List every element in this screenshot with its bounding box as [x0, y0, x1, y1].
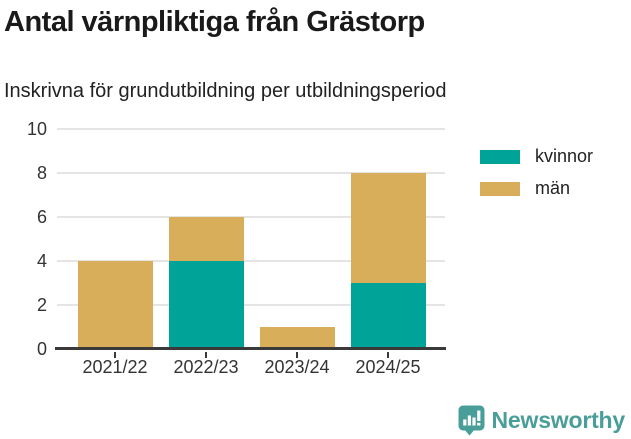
legend-swatch-man [480, 181, 520, 196]
x-axis-line [55, 347, 446, 350]
bar-segment-kvinnor-2022/23 [168, 261, 244, 349]
y-tick-label: 6 [36, 207, 47, 227]
x-tick-label: 2023/24 [264, 357, 330, 377]
newsworthy-brand-text: Newsworthy [491, 407, 626, 433]
bar-segment-män-2021/22 [77, 261, 153, 349]
gridline [57, 128, 445, 130]
x-tick-mark [114, 352, 116, 358]
plot-area [57, 128, 445, 358]
y-tick-label: 10 [26, 119, 47, 139]
legend-swatch-kvinnor [480, 149, 520, 164]
x-tick-mark [387, 352, 389, 358]
y-tick-label: 8 [36, 163, 47, 183]
legend: kvinnor män [480, 146, 593, 210]
gridline [57, 216, 445, 218]
legend-label-kvinnor: kvinnor [535, 146, 594, 166]
x-tick-label: 2022/23 [173, 357, 239, 377]
gridline [57, 260, 445, 262]
newsworthy-logo-icon [458, 405, 485, 436]
bar-segment-män-2023/24 [259, 327, 335, 349]
bar-segment-män-2022/23 [168, 217, 244, 261]
bar-segment-män-2024/25 [350, 173, 426, 283]
x-tick-mark [296, 352, 298, 358]
x-tick-mark [205, 352, 207, 358]
gridline [57, 172, 445, 174]
newsworthy-brand: Newsworthy [458, 405, 625, 436]
legend-label-man: män [535, 178, 571, 198]
y-tick-label: 2 [36, 295, 47, 315]
x-tick-label: 2024/25 [355, 357, 421, 377]
bar-segment-kvinnor-2024/25 [350, 283, 426, 349]
y-tick-label: 0 [36, 339, 47, 359]
gridline [57, 304, 445, 306]
y-axis: 0 2 4 6 8 10 [0, 119, 47, 359]
legend-item-man: män [480, 178, 593, 199]
x-axis: 2021/22 2022/23 2023/24 2024/25 [57, 357, 445, 383]
x-tick-label: 2021/22 [82, 357, 148, 377]
chart-title: Antal värnpliktiga från Grästorp [4, 6, 425, 38]
y-tick-label: 4 [36, 251, 47, 271]
chart-subtitle: Inskrivna för grundutbildning per utbild… [4, 80, 447, 102]
legend-item-kvinnor: kvinnor [480, 146, 593, 167]
